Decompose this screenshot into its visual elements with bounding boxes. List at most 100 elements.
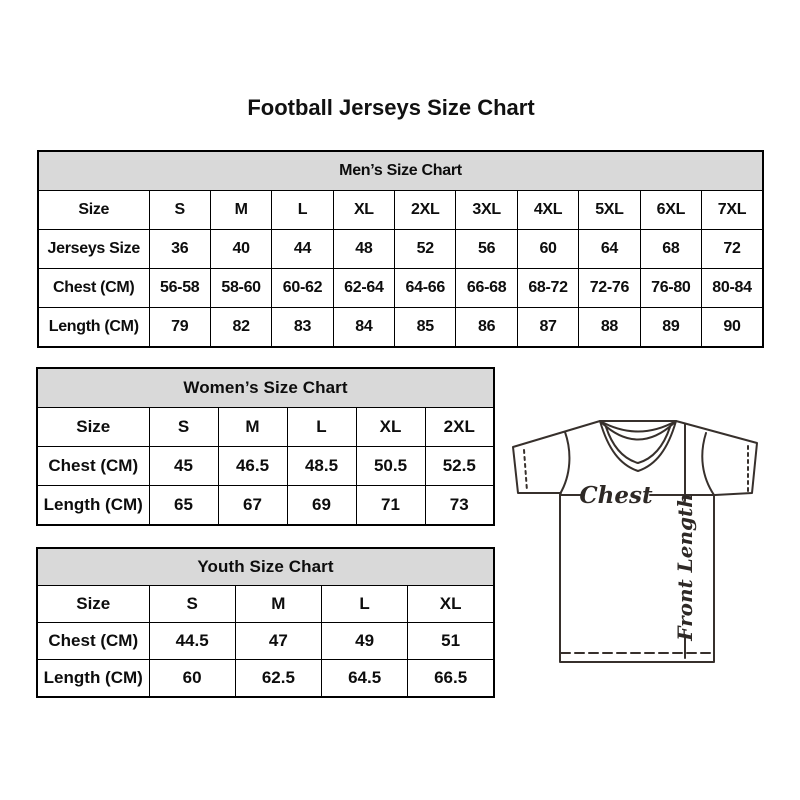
cell: 62-64 — [332, 268, 396, 308]
table-row: Length (CM) 60 62.5 64.5 66.5 — [36, 659, 495, 698]
cell: L — [320, 585, 409, 623]
cell: 47 — [234, 622, 323, 660]
row-label: Size — [36, 585, 150, 623]
cell: S — [148, 585, 236, 623]
cell: 2XL — [424, 407, 495, 447]
cell: 87 — [516, 307, 580, 348]
womens-size-table: Women’s Size Chart Size S M L XL 2XL Chest (CM)… — [36, 367, 495, 526]
sleeve-stitch-line — [523, 445, 749, 492]
cell: 66.5 — [407, 659, 495, 698]
row-label: Chest (CM) — [36, 446, 150, 486]
cell: 44 — [271, 229, 334, 269]
cell: 72-76 — [578, 268, 641, 308]
row-label: Chest (CM) — [36, 622, 150, 660]
cell: 4XL — [516, 190, 580, 230]
cell: 82 — [209, 307, 273, 348]
cell: 51 — [407, 622, 495, 660]
cell: 69 — [286, 485, 357, 526]
cell: 45 — [148, 446, 219, 486]
cell: XL — [407, 585, 495, 623]
cell: 72 — [701, 229, 764, 269]
cell: 85 — [394, 307, 457, 348]
cell: L — [286, 407, 357, 447]
cell: 66-68 — [455, 268, 518, 308]
row-label: Size — [37, 190, 150, 230]
table-row: Size S M L XL 2XL 3XL 4XL 5XL 6XL 7XL — [37, 190, 764, 230]
cell: S — [148, 190, 211, 230]
jersey-measurement-diagram: Chest Front Length — [512, 420, 758, 663]
cell: XL — [332, 190, 396, 230]
cell: 64 — [578, 229, 641, 269]
row-label: Length (CM) — [36, 485, 150, 526]
cell: S — [148, 407, 219, 447]
table-header-row: Men’s Size Chart — [37, 150, 764, 191]
cell: 7XL — [701, 190, 764, 230]
page-title: Football Jerseys Size Chart — [247, 95, 535, 120]
front-length-label: Front Length — [673, 493, 697, 642]
table-row: Length (CM) 65 67 69 71 73 — [36, 485, 495, 526]
cell: 83 — [271, 307, 334, 348]
cell: 64-66 — [394, 268, 457, 308]
jersey-collar — [599, 420, 677, 472]
cell: M — [209, 190, 273, 230]
cell: 88 — [578, 307, 641, 348]
cell: 56-58 — [148, 268, 211, 308]
table-header: Women’s Size Chart — [36, 367, 495, 408]
youth-size-table: Youth Size Chart Size S M L XL Chest (CM) 44.5 4… — [36, 547, 495, 698]
cell: 90 — [701, 307, 764, 348]
cell: 68 — [639, 229, 703, 269]
table-row: Jerseys Size 36 40 44 48 52 56 60 64 68 72 — [37, 229, 764, 269]
cell: 52 — [394, 229, 457, 269]
cell: M — [217, 407, 288, 447]
cell: 60-62 — [271, 268, 334, 308]
cell: XL — [355, 407, 426, 447]
row-label: Size — [36, 407, 150, 447]
table-row: Size S M L XL 2XL — [36, 407, 495, 447]
row-label: Jerseys Size — [37, 229, 150, 269]
cell: 65 — [148, 485, 219, 526]
row-label: Length (CM) — [36, 659, 150, 698]
chest-label: Chest — [579, 482, 653, 509]
mens-size-table: Men’s Size Chart Size S M L XL 2XL 3XL 4XL 5XL 6XL… — [37, 150, 764, 348]
cell: 62.5 — [234, 659, 323, 698]
cell: 71 — [355, 485, 426, 526]
cell: 6XL — [639, 190, 703, 230]
cell: 68-72 — [516, 268, 580, 308]
row-label: Chest (CM) — [37, 268, 150, 308]
cell: 48.5 — [286, 446, 357, 486]
cell: 36 — [148, 229, 211, 269]
table-row: Length (CM) 79 82 83 84 85 86 87 88 89 90 — [37, 307, 764, 348]
table-header-row: Youth Size Chart — [36, 547, 495, 586]
cell: 76-80 — [639, 268, 703, 308]
cell: 64.5 — [320, 659, 409, 698]
table-header-row: Women’s Size Chart — [36, 367, 495, 408]
table-row: Chest (CM) 45 46.5 48.5 50.5 52.5 — [36, 446, 495, 486]
cell: 2XL — [394, 190, 457, 230]
cell: 84 — [332, 307, 396, 348]
table-header: Men’s Size Chart — [37, 150, 764, 191]
cell: 60 — [516, 229, 580, 269]
cell: 67 — [217, 485, 288, 526]
cell: 89 — [639, 307, 703, 348]
cell: 73 — [424, 485, 495, 526]
cell: 80-84 — [701, 268, 764, 308]
jersey-outline — [512, 420, 758, 663]
cell: 86 — [455, 307, 518, 348]
cell: 49 — [320, 622, 409, 660]
cell: 56 — [455, 229, 518, 269]
cell: 58-60 — [209, 268, 273, 308]
cell: 44.5 — [148, 622, 236, 660]
cell: 48 — [332, 229, 396, 269]
cell: 46.5 — [217, 446, 288, 486]
table-header: Youth Size Chart — [36, 547, 495, 586]
cell: M — [234, 585, 323, 623]
row-label: Length (CM) — [37, 307, 150, 348]
cell: 52.5 — [424, 446, 495, 486]
table-row: Size S M L XL — [36, 585, 495, 623]
table-row: Chest (CM) 56-58 58-60 60-62 62-64 64-66 66-68… — [37, 268, 764, 308]
table-row: Chest (CM) 44.5 47 49 51 — [36, 622, 495, 660]
cell: 40 — [209, 229, 273, 269]
cell: L — [271, 190, 334, 230]
cell: 60 — [148, 659, 236, 698]
